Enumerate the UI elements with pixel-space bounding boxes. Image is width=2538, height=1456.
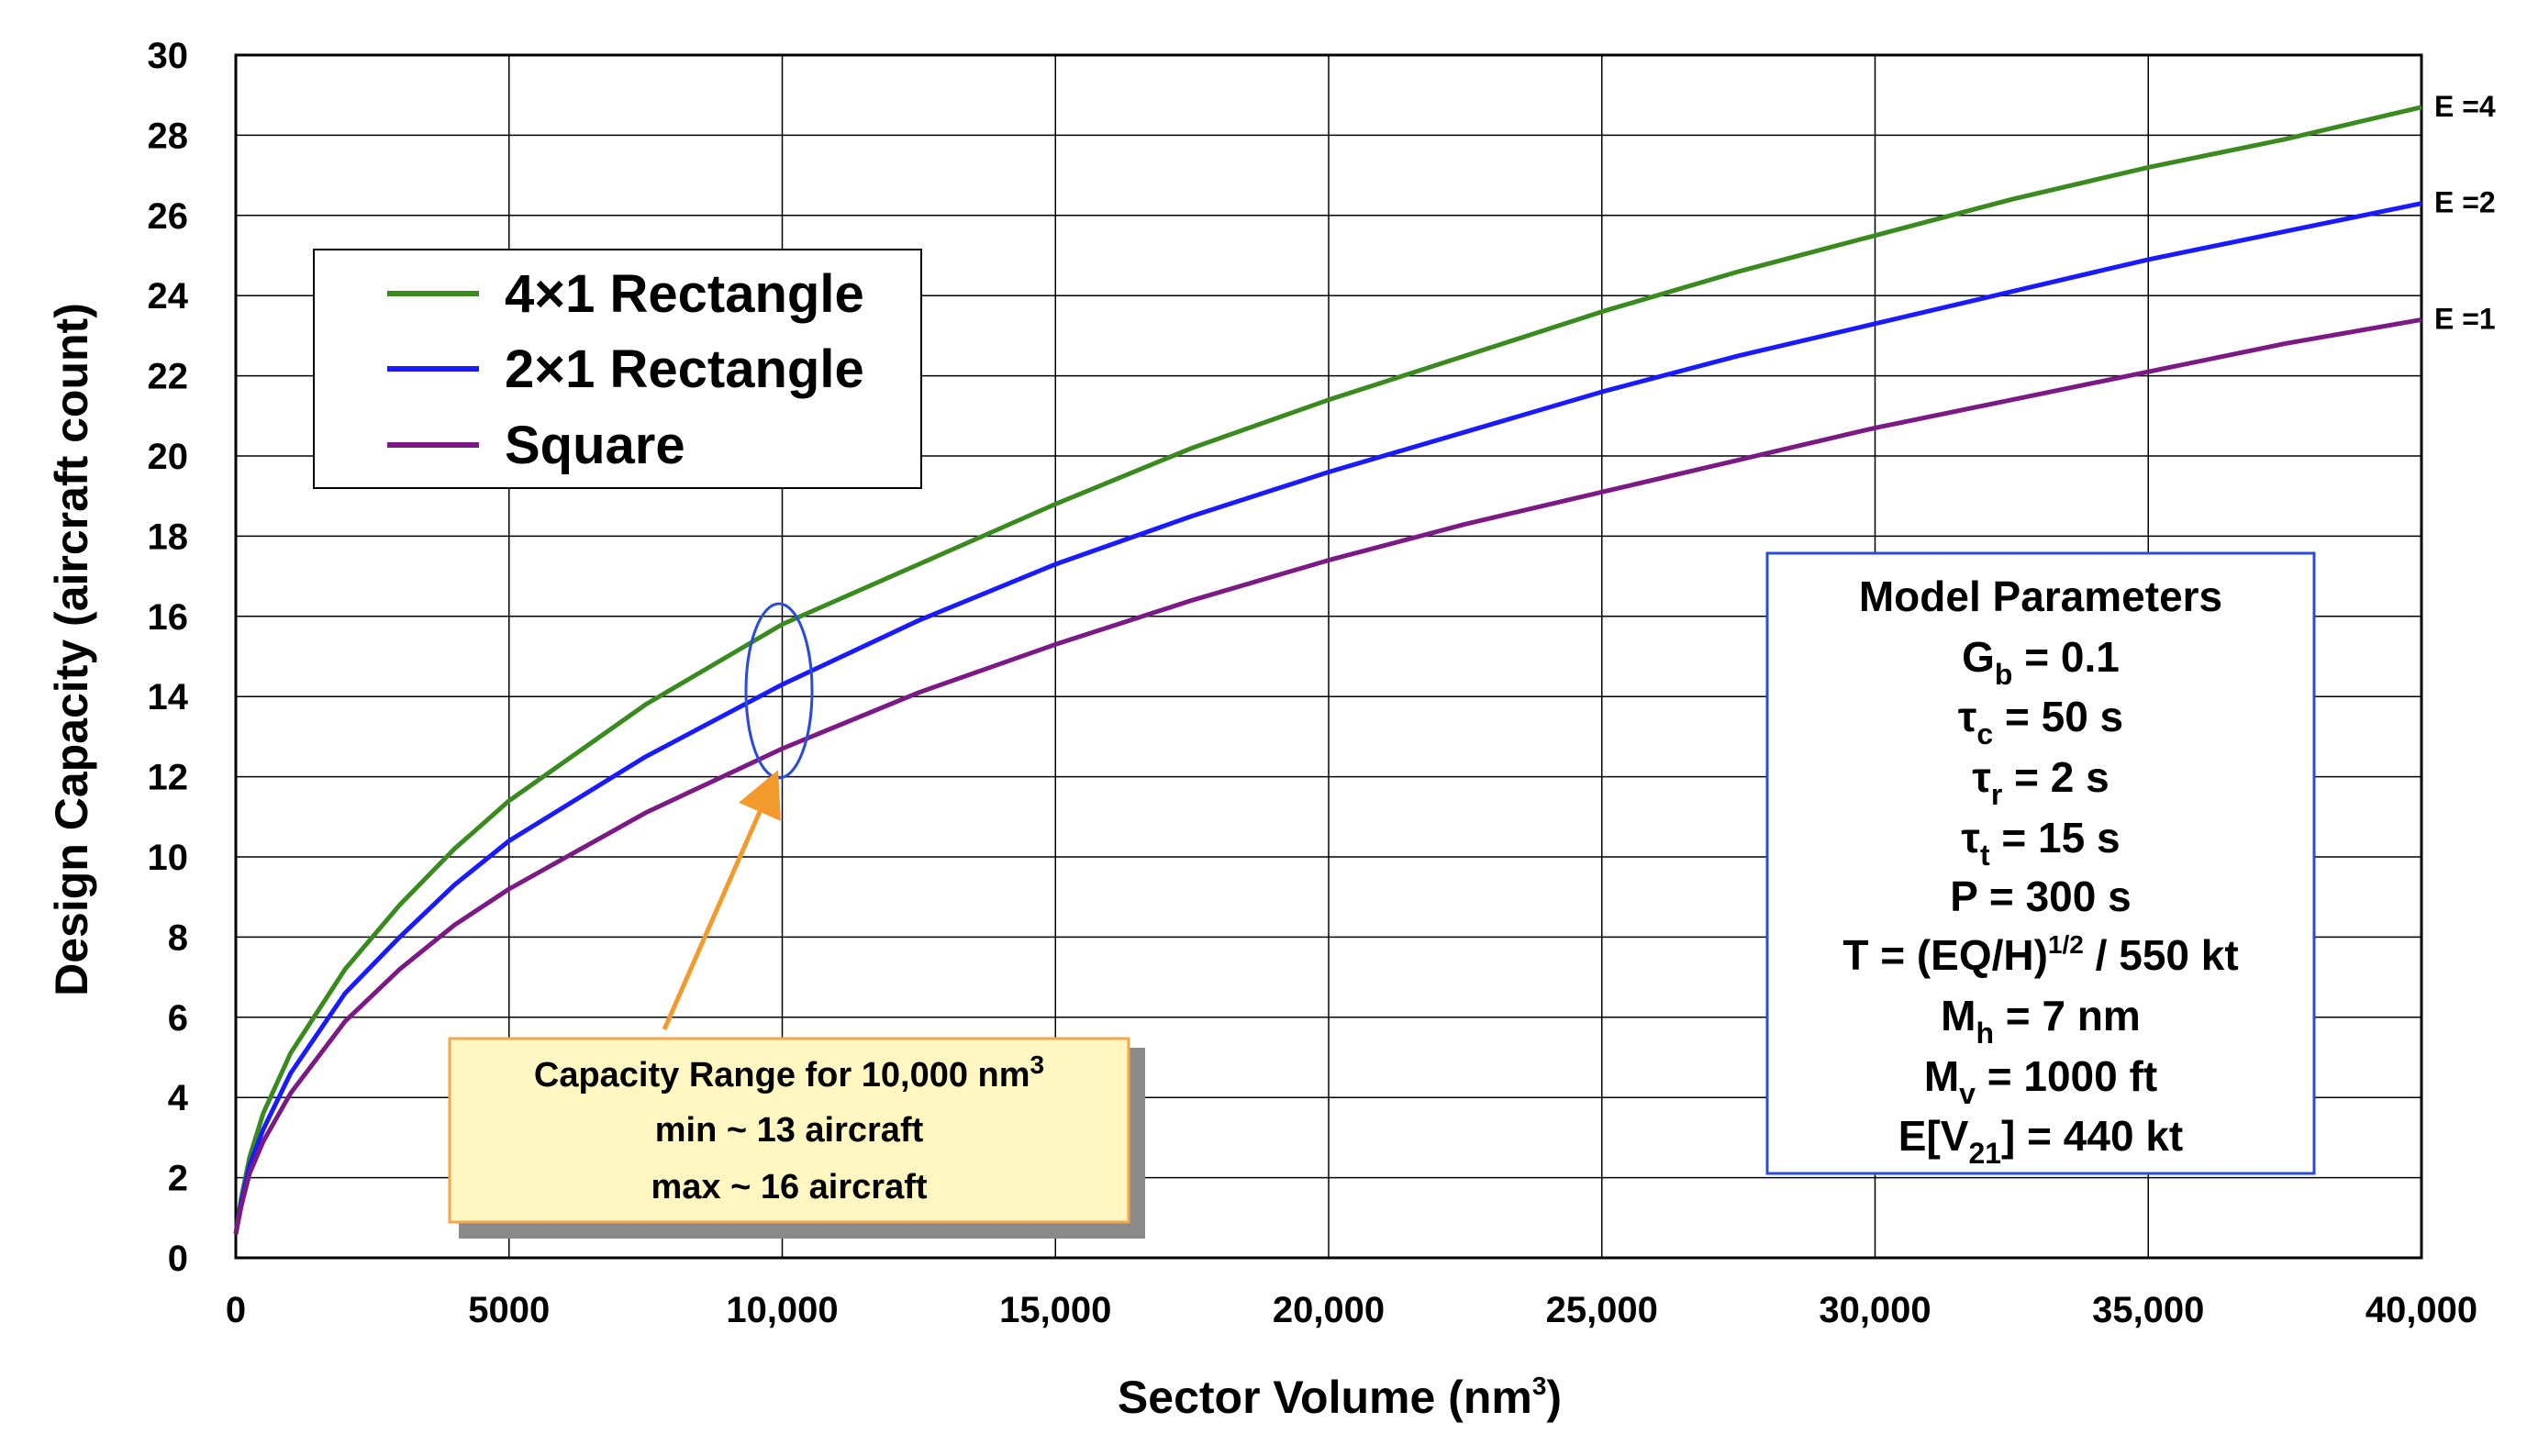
callout-arrow (662, 770, 781, 1031)
y-tick-label: 4 (168, 1078, 189, 1118)
y-tick-label: 2 (168, 1159, 188, 1199)
series-end-label: E =1 (2434, 302, 2496, 335)
parameters-frame (1765, 551, 2316, 1175)
y-tick-label: 14 (148, 677, 189, 717)
x-tick-label: 0 (226, 1290, 246, 1330)
x-axis-ticks: 0 5000 10,000 15,000 20,000 25,000 30,000 35,00… (226, 1290, 2477, 1330)
y-tick-label: 24 (148, 276, 189, 317)
param-ev21: E[V21] = 440 kt (1898, 1112, 2183, 1170)
series-end-labels: E =4 E =2 E =1 (2434, 90, 2496, 336)
x-tick-label: 25,000 (1546, 1290, 1658, 1330)
param-mh: Mh = 7 nm (1941, 992, 2141, 1050)
x-tick-label: 40,000 (2365, 1290, 2477, 1330)
param-tau-t: τt = 15 s (1961, 814, 2120, 872)
legend-label-4x1: 4×1 Rectangle (505, 264, 864, 324)
y-tick-label: 12 (148, 758, 189, 798)
x-tick-label: 20,000 (1273, 1290, 1385, 1330)
y-tick-label: 28 (148, 116, 189, 156)
callout-line-2: min ~ 13 aircraft (655, 1111, 924, 1150)
param-tau-c: τc = 50 s (1958, 693, 2123, 750)
x-tick-label: 35,000 (2092, 1290, 2204, 1330)
model-parameters-box: Model Parameters Gb = 0.1 τc = 50 s τr =… (1765, 551, 2316, 1175)
param-gb: Gb = 0.1 (1962, 633, 2120, 691)
capacity-callout: Capacity Range for 10,000 nm3 min ~ 13 a… (448, 1037, 1145, 1239)
series-end-label: E =2 (2434, 186, 2496, 219)
parameters-title: Model Parameters (1859, 572, 2222, 620)
param-t: T = (EQ/H)1/2 / 550 kt (1842, 930, 2238, 979)
x-tick-label: 10,000 (726, 1290, 838, 1330)
y-tick-label: 16 (148, 597, 189, 638)
y-tick-label: 0 (168, 1239, 188, 1279)
series-line-2-1-rectangle (233, 201, 2422, 1235)
series-lines (233, 105, 2422, 1235)
param-mv: Mv = 1000 ft (1924, 1052, 2157, 1110)
y-tick-label: 20 (148, 437, 189, 477)
series-line-4-1-rectangle (233, 105, 2422, 1235)
legend-label-square: Square (505, 416, 685, 475)
x-tick-label: 30,000 (1819, 1290, 1931, 1330)
y-tick-label: 10 (148, 838, 189, 878)
y-tick-label: 8 (168, 917, 188, 958)
y-tick-label: 18 (148, 517, 189, 557)
x-tick-label: 15,000 (999, 1290, 1111, 1330)
series-line-square (233, 317, 2422, 1235)
y-tick-label: 26 (148, 196, 189, 237)
legend-label-2x1: 2×1 Rectangle (505, 339, 864, 399)
y-tick-label: 30 (148, 36, 189, 76)
callout-line-1: Capacity Range for 10,000 nm3 (534, 1050, 1044, 1095)
series-end-label: E =4 (2434, 90, 2496, 123)
y-tick-label: 6 (168, 998, 188, 1039)
param-tau-r: τr = 2 s (1972, 753, 2109, 811)
y-tick-label: 22 (148, 357, 189, 397)
param-p: P = 300 s (1950, 872, 2131, 920)
legend: 4×1 Rectangle 2×1 Rectangle Square (313, 249, 922, 489)
x-tick-label: 5000 (468, 1290, 550, 1330)
callout-line-3: max ~ 16 aircraft (651, 1168, 927, 1206)
callout-box (448, 1037, 1130, 1224)
x-axis-title: Sector Volume (nm3) (1118, 1372, 1562, 1423)
plot-area (234, 53, 2423, 1260)
y-axis-title: Design Capacity (aircraft count) (46, 303, 97, 996)
